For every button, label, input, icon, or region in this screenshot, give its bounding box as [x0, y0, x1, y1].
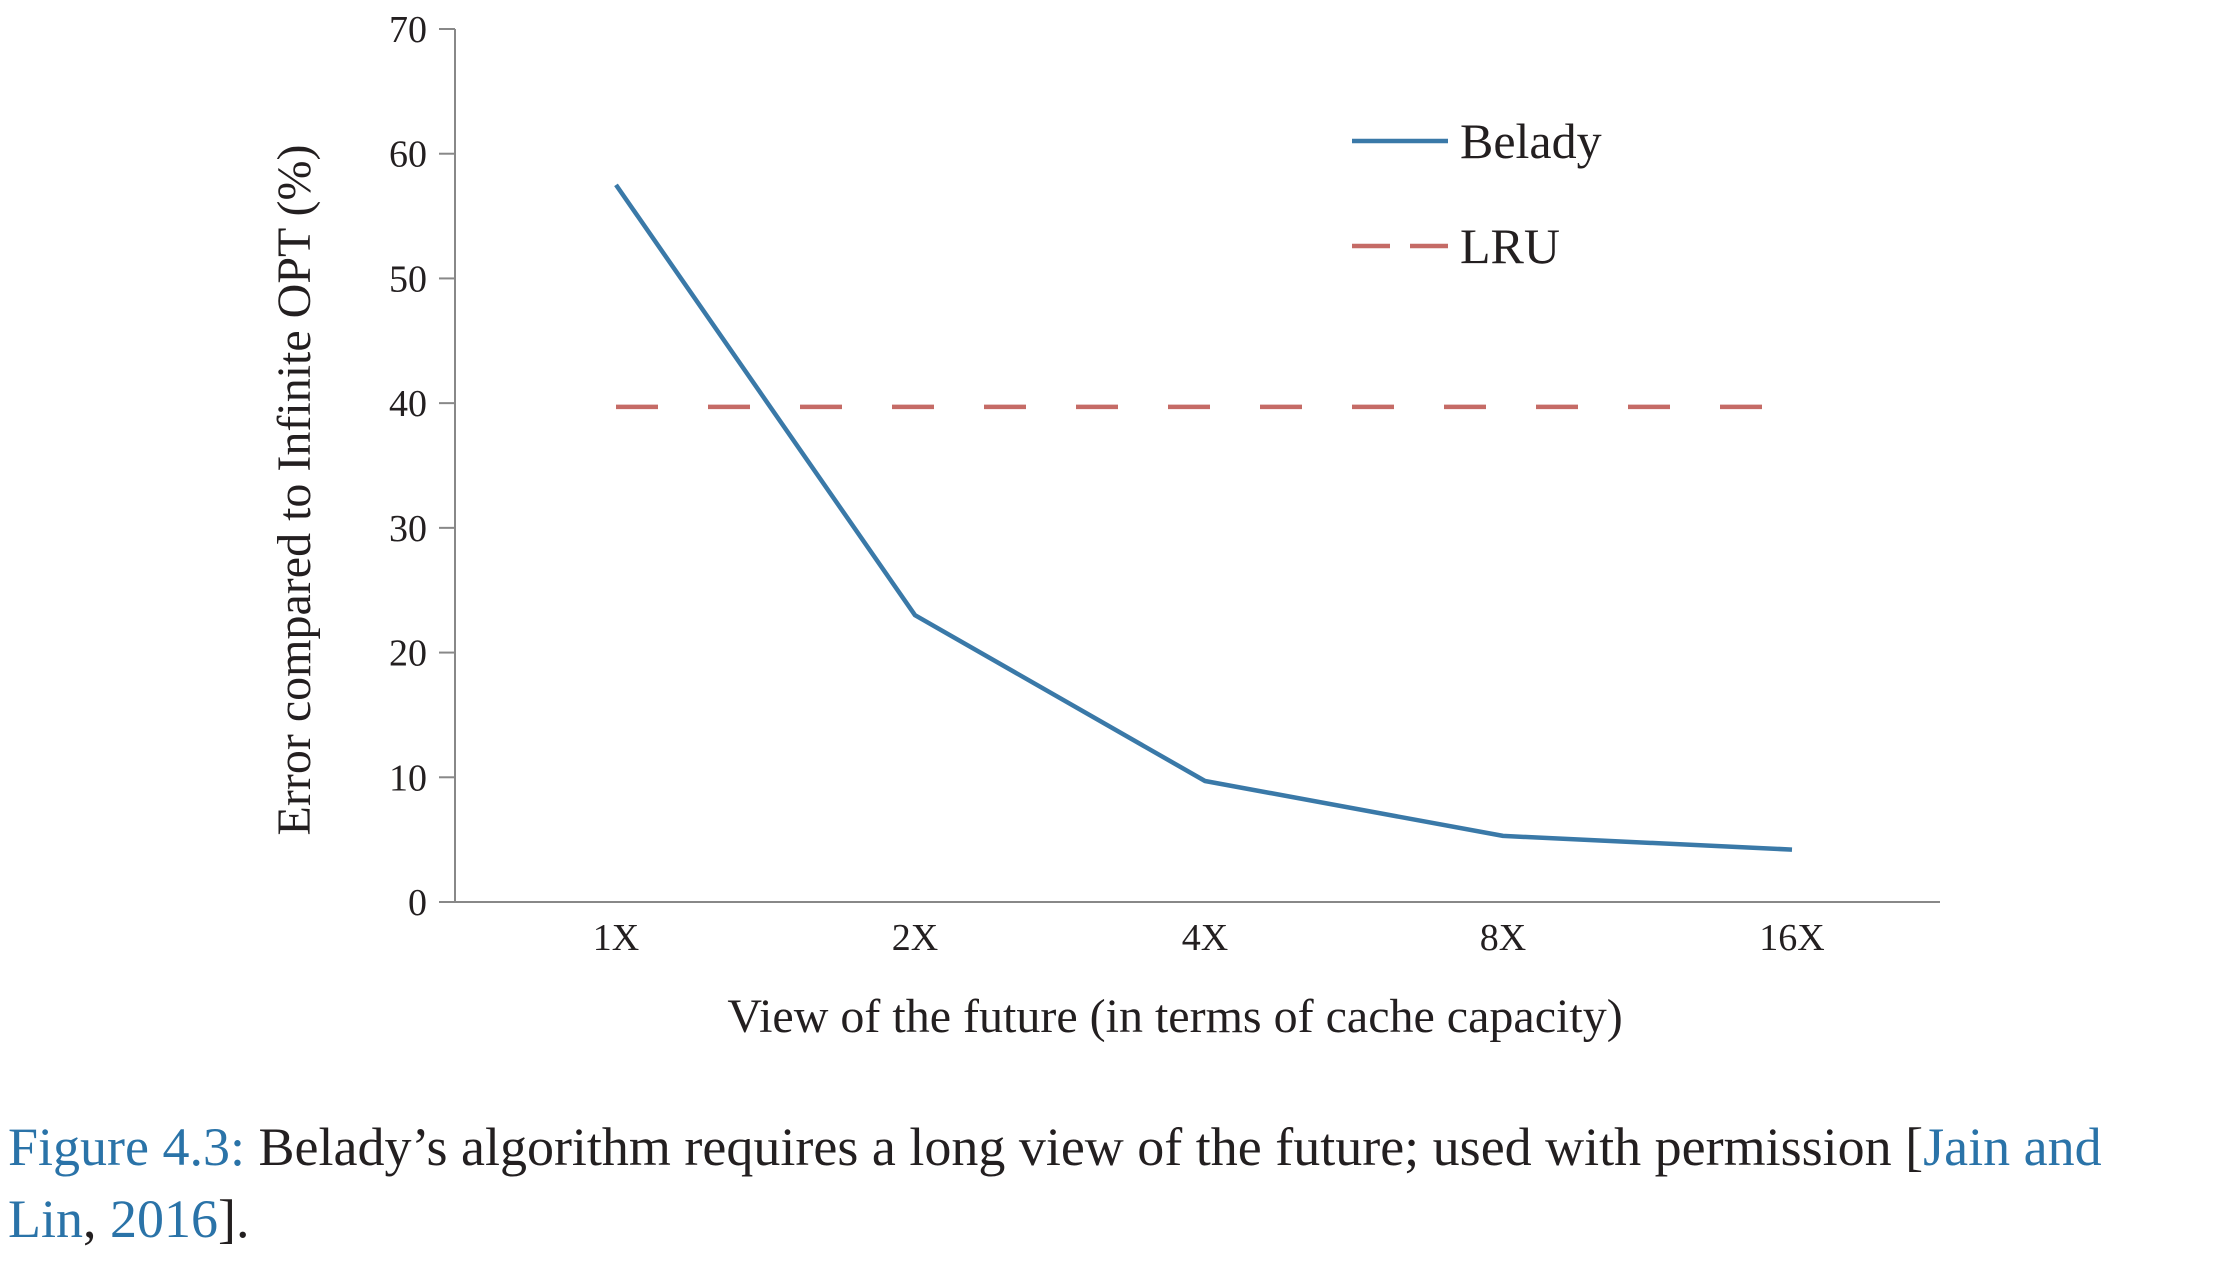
- x-tick-label: 4X: [1182, 917, 1228, 959]
- legend-label-belady: Belady: [1460, 113, 1602, 169]
- x-tick-label: 8X: [1480, 917, 1526, 959]
- y-axis-title: Error compared to Infinite OPT (%): [268, 145, 321, 836]
- x-tick-label: 1X: [593, 917, 639, 959]
- caption-end: ].: [218, 1188, 250, 1249]
- x-axis-title: View of the future (in terms of cache ca…: [727, 990, 1622, 1043]
- y-axis-ticks: 0 10 20 30 40 50 60 70: [389, 9, 455, 924]
- legend: Belady LRU: [1352, 113, 1602, 274]
- x-tick-label: 16X: [1759, 917, 1824, 959]
- y-tick-label: 70: [389, 9, 427, 51]
- caption-citation-separator: ,: [83, 1188, 110, 1249]
- y-tick-label: 30: [389, 508, 427, 550]
- series-line-belady: [614, 183, 1793, 852]
- caption-citation-authors-2[interactable]: Lin: [8, 1188, 83, 1249]
- figure-caption: Figure 4.3: Belady’s algorithm requires …: [8, 1112, 2208, 1256]
- x-axis-ticks: 1X 2X 4X 8X 16X: [593, 917, 1825, 959]
- caption-label: Figure 4.3:: [8, 1117, 245, 1177]
- series-layer: [614, 183, 1793, 852]
- y-tick-label: 50: [389, 258, 427, 300]
- caption-citation-authors-1[interactable]: Jain and: [1923, 1117, 2102, 1177]
- caption-citation-year[interactable]: 2016: [110, 1188, 218, 1249]
- caption-text: Belady’s algorithm requires a long view …: [245, 1117, 1924, 1177]
- line-chart: 0 10 20 30 40 50 60 70 1X 2X 4X 8X 16X Belady LRU Er…: [268, 9, 1940, 1043]
- y-tick-label: 10: [389, 757, 427, 799]
- chart-axes: [454, 29, 1940, 903]
- y-tick-label: 60: [389, 134, 427, 176]
- y-tick-label: 0: [408, 882, 427, 924]
- legend-label-lru: LRU: [1460, 218, 1560, 274]
- y-tick-label: 20: [389, 633, 427, 675]
- x-tick-label: 2X: [892, 917, 938, 959]
- y-tick-label: 40: [389, 383, 427, 425]
